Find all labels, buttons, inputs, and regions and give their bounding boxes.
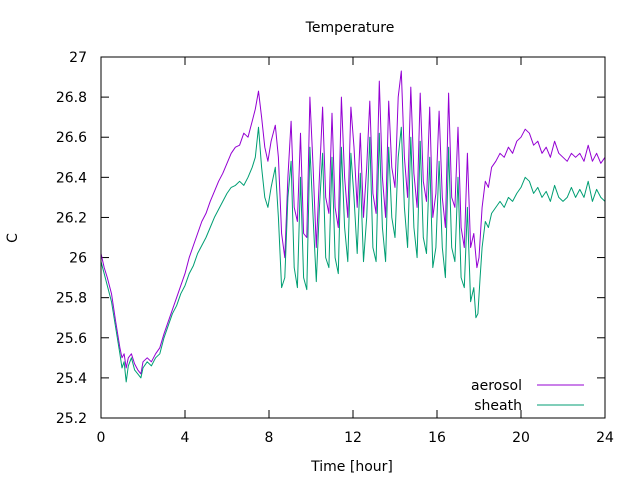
x-tick-label: 8 <box>265 430 274 446</box>
x-tick-label: 16 <box>428 430 446 446</box>
y-tick-label: 25.6 <box>56 331 87 347</box>
x-axis-label: Time [hour] <box>310 459 393 475</box>
series-lines <box>100 70 606 383</box>
chart-title: Temperature <box>305 20 395 36</box>
x-tick-label: 4 <box>181 430 190 446</box>
x-tick-label: 20 <box>512 430 530 446</box>
series-line-aerosol <box>100 70 606 375</box>
x-tick-label: 24 <box>596 430 614 446</box>
y-tick-label: 27 <box>69 50 87 66</box>
series-line-sheath <box>100 126 606 383</box>
y-tick-label: 25.8 <box>56 291 87 307</box>
x-tick-label: 0 <box>97 430 106 446</box>
y-axis-label: C <box>5 233 21 243</box>
y-tick-label: 25.2 <box>56 411 87 427</box>
x-tick-label: 12 <box>344 430 362 446</box>
y-tick-label: 25.4 <box>56 371 87 387</box>
y-tick-label: 26.8 <box>56 90 87 106</box>
legend: aerosol sheath <box>471 378 584 414</box>
y-tick-label: 26.4 <box>56 170 87 186</box>
plot-frame <box>100 56 606 419</box>
y-tick-label: 26 <box>69 251 87 267</box>
legend-label-sheath: sheath <box>474 398 522 414</box>
legend-label-aerosol: aerosol <box>471 378 522 394</box>
y-tick-label: 26.6 <box>56 130 87 146</box>
y-tick-label: 26.2 <box>56 210 87 226</box>
